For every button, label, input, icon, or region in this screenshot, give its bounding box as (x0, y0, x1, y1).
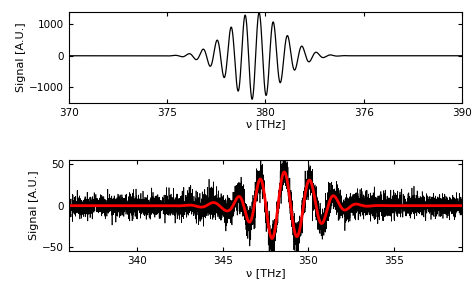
X-axis label: ν [THz]: ν [THz] (246, 268, 285, 278)
X-axis label: ν [THz]: ν [THz] (246, 119, 285, 129)
Y-axis label: Signal [A.U.]: Signal [A.U.] (16, 23, 26, 92)
Y-axis label: Signal [A.U.]: Signal [A.U.] (29, 171, 39, 240)
